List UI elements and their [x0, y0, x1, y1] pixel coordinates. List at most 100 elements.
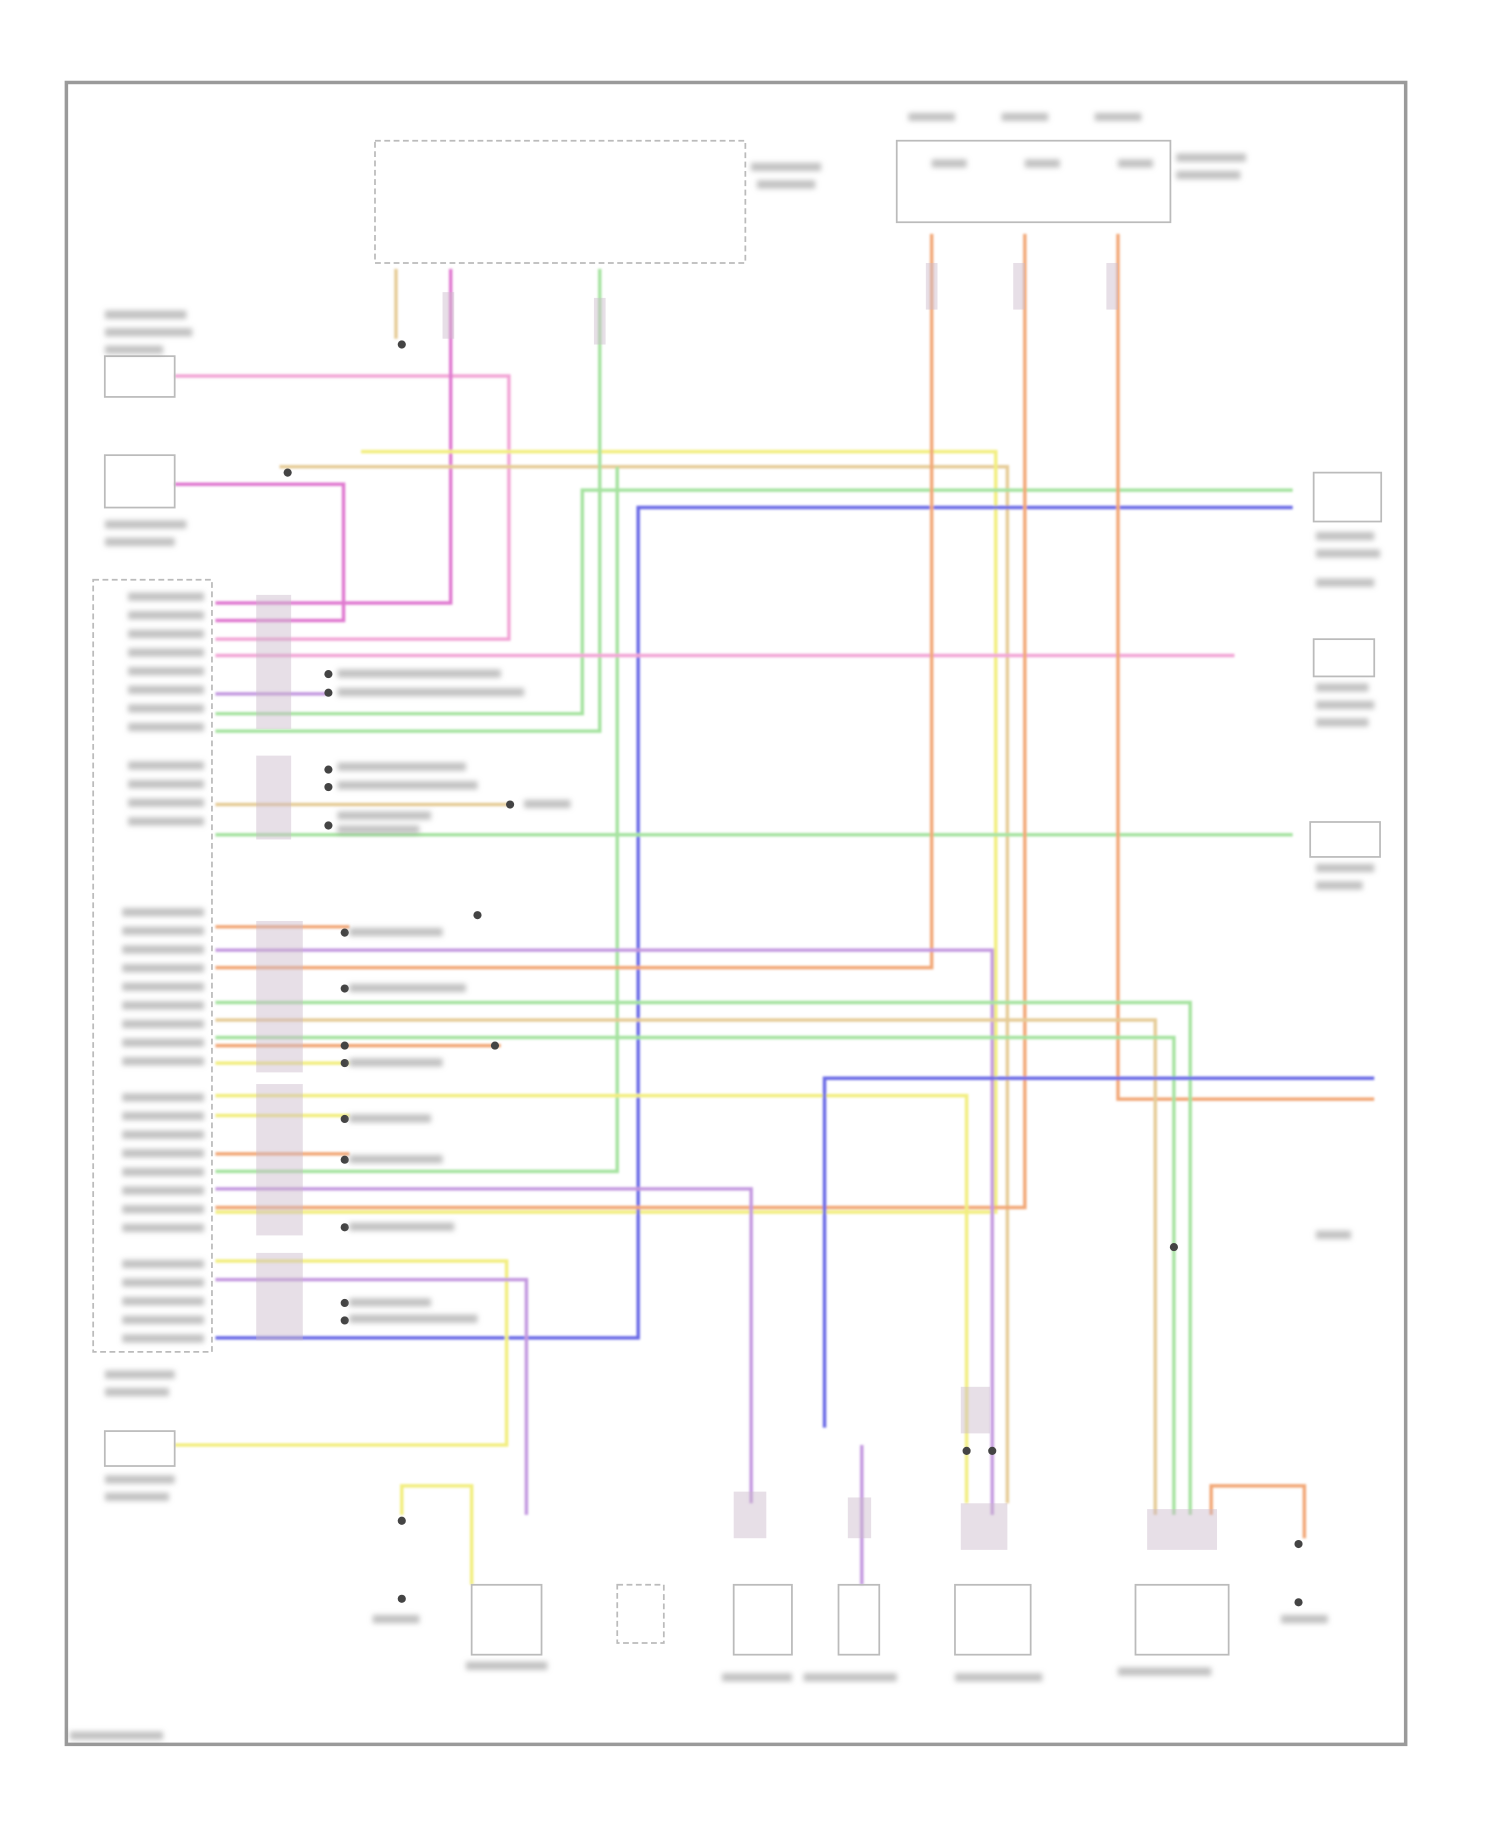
illegible-label	[337, 781, 478, 790]
wire-tan	[279, 465, 1010, 1504]
connector-block	[256, 594, 292, 729]
illegible-label	[337, 811, 431, 820]
splice-dot	[1294, 1598, 1303, 1607]
illegible-label	[104, 1370, 175, 1379]
diagram-frame	[64, 80, 1408, 1747]
illegible-label	[908, 112, 955, 121]
illegible-label	[128, 723, 204, 732]
illegible-label	[122, 1205, 204, 1214]
illegible-label	[104, 345, 164, 354]
wire-yellow	[174, 1259, 509, 1447]
connector-block	[1106, 262, 1119, 310]
illegible-label	[128, 685, 204, 694]
splice-dot	[340, 1298, 349, 1308]
splice-dot	[490, 1041, 500, 1050]
illegible-label	[122, 1167, 204, 1177]
wire-green	[215, 1035, 1176, 1515]
illegible-label	[337, 825, 420, 834]
illegible-label	[128, 704, 204, 713]
illegible-label	[931, 159, 967, 168]
illegible-label	[128, 667, 204, 676]
illegible-label	[1315, 578, 1375, 587]
component-right-1	[1312, 471, 1383, 523]
illegible-label	[128, 780, 204, 789]
component-telephone	[103, 1430, 176, 1467]
illegible-label	[122, 1223, 204, 1232]
splice-dot	[1294, 1539, 1303, 1549]
illegible-label	[104, 1475, 175, 1484]
wire-green	[215, 466, 619, 1174]
illegible-label	[122, 1315, 204, 1324]
splice-dot	[340, 1316, 349, 1325]
illegible-label	[104, 520, 187, 529]
splice-dot	[324, 782, 333, 792]
connector-block	[256, 1084, 303, 1236]
illegible-label	[1176, 170, 1241, 180]
splice-dot	[340, 984, 349, 993]
connector-block	[960, 1503, 1008, 1550]
component-module-left	[103, 454, 176, 509]
illegible-label	[349, 1155, 443, 1164]
illegible-label	[756, 180, 816, 189]
wire-orange	[1116, 233, 1375, 1101]
component-sensor-left	[103, 355, 176, 398]
illegible-label	[1315, 683, 1369, 692]
splice-dot	[473, 911, 482, 920]
illegible-label	[1118, 159, 1153, 168]
illegible-label	[104, 310, 187, 319]
connector-block	[960, 1386, 990, 1434]
component-right-3	[1309, 821, 1381, 858]
illegible-label	[104, 1387, 169, 1397]
component-bottom-1	[732, 1583, 793, 1656]
illegible-label	[128, 761, 204, 770]
wire-blue	[822, 1076, 1375, 1428]
illegible-label	[349, 1314, 478, 1323]
wire-violet	[215, 1277, 529, 1515]
illegible-label	[122, 1149, 204, 1158]
illegible-label	[122, 1038, 204, 1047]
illegible-label	[1315, 1230, 1351, 1239]
wire-violet	[215, 948, 994, 1515]
illegible-label	[122, 945, 204, 954]
illegible-label	[722, 1673, 792, 1682]
illegible-label	[104, 1492, 169, 1501]
control-module-connector	[92, 578, 213, 1353]
illegible-label	[122, 1297, 204, 1306]
wire-yellow	[400, 1484, 474, 1585]
illegible-label	[122, 926, 204, 935]
connector-block	[256, 755, 292, 840]
splice-dot	[506, 800, 515, 809]
connector-block	[593, 297, 606, 345]
connector-block	[925, 262, 938, 310]
illegible-label	[349, 1222, 455, 1231]
illegible-label	[122, 1111, 204, 1121]
illegible-label	[122, 1019, 204, 1029]
wire-green	[215, 1000, 1192, 1515]
splice-dot	[397, 340, 406, 349]
splice-dot	[340, 1041, 349, 1050]
illegible-label	[954, 1673, 1043, 1682]
illegible-label	[349, 983, 466, 993]
illegible-label	[1315, 881, 1363, 890]
wire-orange	[215, 233, 934, 970]
wire-magenta	[215, 268, 453, 605]
connector-block	[847, 1497, 872, 1539]
wire-tan	[215, 1018, 1158, 1515]
splice-dot	[340, 928, 349, 937]
splice-dot	[340, 1058, 349, 1068]
relay-box	[374, 139, 747, 264]
illegible-label	[128, 648, 204, 657]
splice-dot	[340, 1223, 349, 1232]
connector-block	[442, 292, 455, 339]
connector-block	[1147, 1509, 1218, 1550]
illegible-label	[122, 1093, 204, 1102]
switch-component	[470, 1583, 543, 1656]
illegible-label	[1315, 718, 1369, 727]
wire-pink	[174, 374, 511, 641]
illegible-label	[1315, 700, 1375, 710]
splice-dot	[397, 1516, 406, 1525]
illegible-label	[128, 592, 204, 601]
illegible-label	[128, 629, 204, 638]
connector-block	[256, 1252, 303, 1341]
